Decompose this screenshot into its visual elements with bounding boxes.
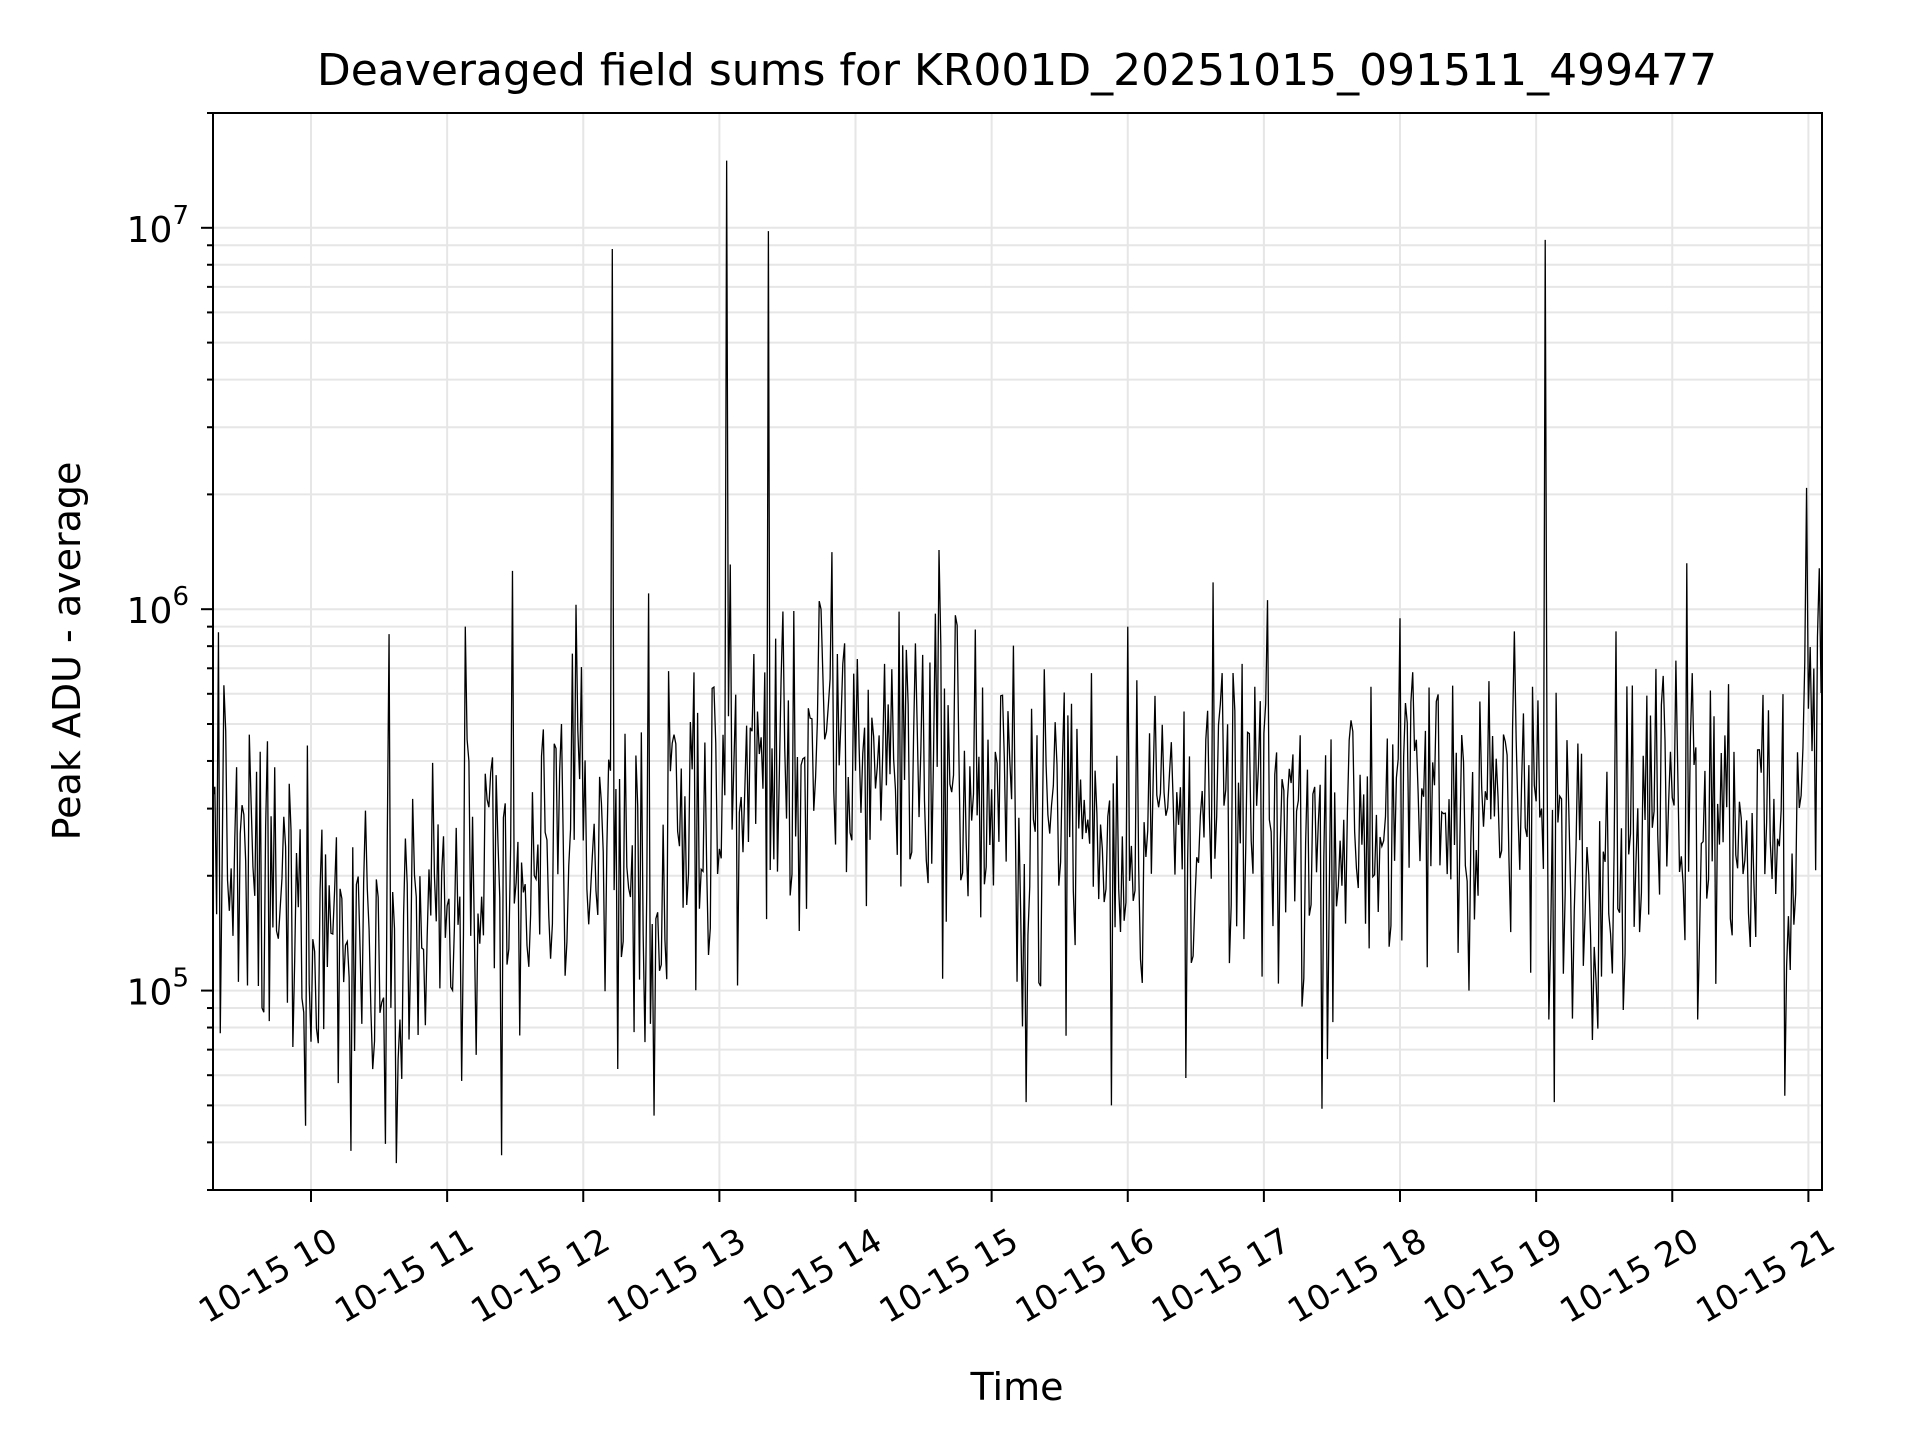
y-tick-label: 105 xyxy=(127,964,189,1014)
y-tick-base: 10 xyxy=(127,973,173,1014)
data-series xyxy=(212,160,1822,1164)
plot-frame xyxy=(212,112,1823,1191)
y-tick-exponent: 6 xyxy=(172,582,189,612)
y-tick-label: 106 xyxy=(127,582,189,632)
y-tick-exponent: 7 xyxy=(172,201,189,231)
y-tick-base: 10 xyxy=(127,591,173,632)
y-axis-label: Peak ADU - average xyxy=(45,462,89,841)
y-tick-base: 10 xyxy=(127,210,173,251)
x-axis-label: Time xyxy=(970,1365,1064,1409)
chart-title: Deaveraged field sums for KR001D_2025101… xyxy=(317,45,1717,96)
y-tick-label: 107 xyxy=(127,201,189,251)
y-tick-exponent: 5 xyxy=(172,964,189,994)
series-line xyxy=(212,160,1822,1164)
